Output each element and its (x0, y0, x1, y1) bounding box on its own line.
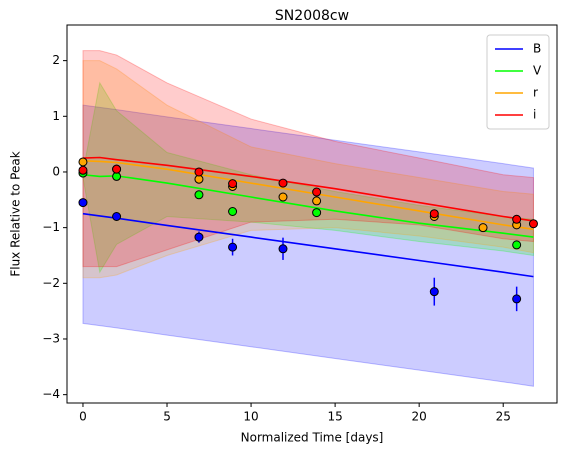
y-tick-label: 0 (52, 164, 60, 178)
observation (429, 209, 439, 219)
model-line (82, 173, 534, 238)
model-line (82, 160, 534, 231)
x-axis-label: Normalized Time [days] (241, 431, 384, 445)
observation (278, 192, 288, 202)
model-line (82, 212, 534, 278)
confidence-band (82, 81, 534, 274)
observation (194, 232, 204, 242)
legend-label: B (533, 42, 541, 56)
observation (312, 196, 322, 206)
y-tick-label: 2 (52, 53, 60, 67)
observation (278, 244, 288, 254)
x-tick-label: 25 (496, 410, 511, 424)
observation (512, 294, 522, 304)
y-tick-label: −4 (42, 387, 60, 401)
confidence-band (82, 50, 534, 268)
observation (194, 167, 204, 177)
observation (112, 212, 122, 222)
legend-box (486, 34, 550, 130)
chart-title: SN2008cw (275, 8, 349, 24)
observation (278, 178, 288, 188)
observation (228, 179, 238, 189)
observation (228, 242, 238, 252)
observation (228, 206, 238, 216)
observation (78, 165, 88, 175)
observation (78, 157, 88, 167)
x-tick-label: 15 (327, 410, 342, 424)
axes-frame (66, 24, 558, 404)
observation (478, 223, 488, 233)
observation (429, 287, 439, 297)
observation (78, 198, 88, 208)
observation (312, 208, 322, 218)
y-tick-label: −1 (42, 220, 60, 234)
y-tick-label: 1 (52, 109, 60, 123)
observation (512, 240, 522, 250)
x-tick-label: 5 (163, 410, 171, 424)
y-tick-label: −3 (42, 331, 60, 345)
legend-label: r (533, 86, 538, 100)
y-axis-label: Flux Relative to Peak (9, 151, 23, 276)
legend-label: i (533, 108, 536, 122)
observation (194, 190, 204, 200)
legend-label: V (533, 64, 542, 78)
x-tick-label: 20 (412, 410, 427, 424)
x-tick-label: 0 (79, 410, 87, 424)
observation (528, 219, 538, 229)
observation (112, 164, 122, 174)
observation (512, 214, 522, 224)
y-tick-label: −2 (42, 276, 60, 290)
model-line (82, 156, 534, 222)
observation (312, 187, 322, 197)
x-tick-label: 10 (243, 410, 258, 424)
